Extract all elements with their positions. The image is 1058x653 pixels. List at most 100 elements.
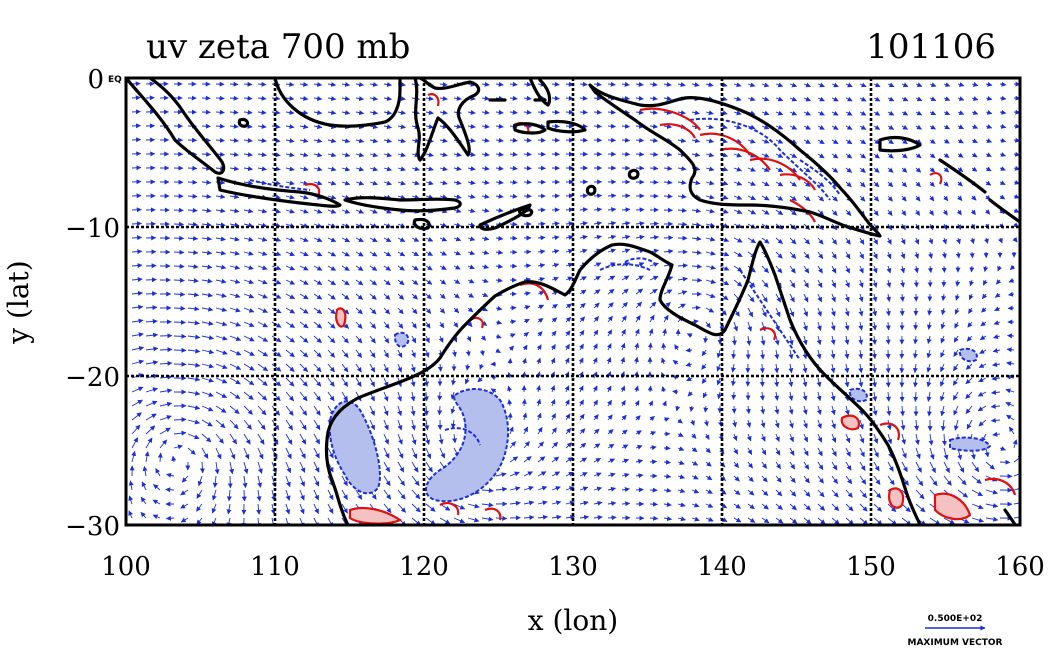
wind-vector: [523, 500, 535, 506]
wind-vector: [634, 400, 640, 407]
wind-vector: [565, 486, 575, 491]
wind-vector: [579, 428, 586, 435]
wind-vector: [844, 349, 850, 360]
wind-vector: [285, 335, 295, 343]
wind-vector: [927, 265, 933, 274]
wind-vector: [985, 489, 998, 495]
wind-vector: [140, 511, 147, 519]
wind-vector: [285, 391, 295, 402]
wind-vector: [999, 123, 1007, 129]
wind-vector: [481, 95, 490, 101]
wind-vector: [341, 517, 348, 525]
wind-vector: [985, 503, 999, 509]
wind-vector: [858, 363, 864, 374]
wind-vector: [299, 307, 309, 314]
wind-vector: [465, 363, 471, 371]
wind-vector: [215, 278, 227, 284]
wind-vector: [913, 349, 918, 359]
wind-vector: [705, 152, 715, 158]
plot-title: uv zeta 700 mb: [146, 27, 410, 67]
wind-vector: [733, 237, 743, 243]
wind-vector: [677, 290, 688, 296]
wind-vector: [397, 124, 406, 130]
wind-vector: [411, 307, 418, 315]
wind-vector: [551, 95, 560, 101]
wind-vector: [943, 195, 949, 202]
wind-vector: [788, 405, 794, 415]
wind-vector: [971, 110, 979, 115]
wind-vector: [719, 124, 728, 130]
wind-vector: [691, 502, 700, 508]
wind-vector: [747, 321, 753, 332]
wind-vector: [467, 208, 476, 214]
wind-vector: [845, 125, 853, 130]
wind-vector: [271, 124, 281, 130]
wind-vector: [243, 152, 253, 158]
wind-vector: [229, 419, 239, 430]
wind-vector: [257, 363, 269, 372]
wind-vector: [355, 335, 363, 344]
wind-vector: [383, 293, 391, 300]
wind-vector: [635, 473, 644, 479]
wind-vector: [901, 433, 907, 445]
wind-vector: [789, 96, 798, 102]
wind-vector: [859, 503, 868, 512]
wind-vector: [663, 82, 672, 87]
wind-vector: [159, 374, 173, 380]
wind-vector: [313, 349, 322, 358]
wind-vector: [327, 82, 337, 87]
reference-vector-legend: 0.500E+02 MAXIMUM VECTOR: [907, 614, 1002, 648]
wind-vector: [341, 82, 351, 87]
wind-vector: [165, 487, 175, 493]
wind-vector: [180, 503, 189, 509]
wind-vector: [999, 95, 1007, 101]
wind-vector: [536, 344, 542, 351]
wind-vector: [747, 447, 753, 455]
wind-vector: [453, 208, 462, 214]
wind-vector: [691, 236, 702, 242]
wind-vector: [411, 237, 420, 242]
wind-vector: [229, 377, 241, 385]
wind-vector: [313, 237, 323, 242]
wind-vector: [830, 335, 836, 346]
wind-vector: [979, 349, 987, 354]
wind-vector: [774, 405, 780, 415]
wind-vector: [803, 307, 809, 317]
wind-vector: [397, 110, 406, 116]
wind-vector: [523, 165, 532, 171]
wind-vector: [691, 110, 700, 116]
wind-vector: [495, 207, 504, 213]
wind-vector: [985, 516, 999, 522]
wind-vector: [844, 307, 850, 317]
wind-vector: [685, 347, 693, 353]
wind-vector: [159, 347, 173, 353]
wind-vector: [789, 293, 795, 303]
pos-contour-qld-1: [759, 327, 777, 341]
wind-vector: [285, 152, 295, 158]
wind-vector: [565, 109, 574, 115]
wind-vector: [746, 419, 752, 428]
wind-vector: [663, 193, 673, 199]
wind-vector: [180, 517, 189, 523]
wind-vector: [327, 321, 336, 329]
wind-vector: [993, 334, 1001, 339]
wind-vector: [775, 307, 781, 318]
wind-vector: [481, 165, 490, 171]
wind-vector: [537, 456, 546, 463]
wind-vector: [1013, 455, 1020, 463]
wind-vector: [257, 391, 268, 401]
wind-vector: [929, 181, 935, 187]
wind-vector: [509, 441, 516, 449]
pos-contour-png-3: [719, 147, 771, 171]
wind-vector: [257, 109, 267, 115]
wind-vector: [991, 375, 1001, 381]
wind-vector: [733, 461, 740, 468]
wind-vector: [649, 275, 659, 281]
wind-vector: [411, 166, 420, 172]
wind-vector: [187, 447, 196, 455]
wind-vector: [145, 360, 159, 366]
y-tick-0: 0: [87, 65, 104, 95]
wind-vector: [495, 277, 503, 283]
wind-vector: [775, 447, 781, 456]
wind-vector: [369, 138, 379, 144]
